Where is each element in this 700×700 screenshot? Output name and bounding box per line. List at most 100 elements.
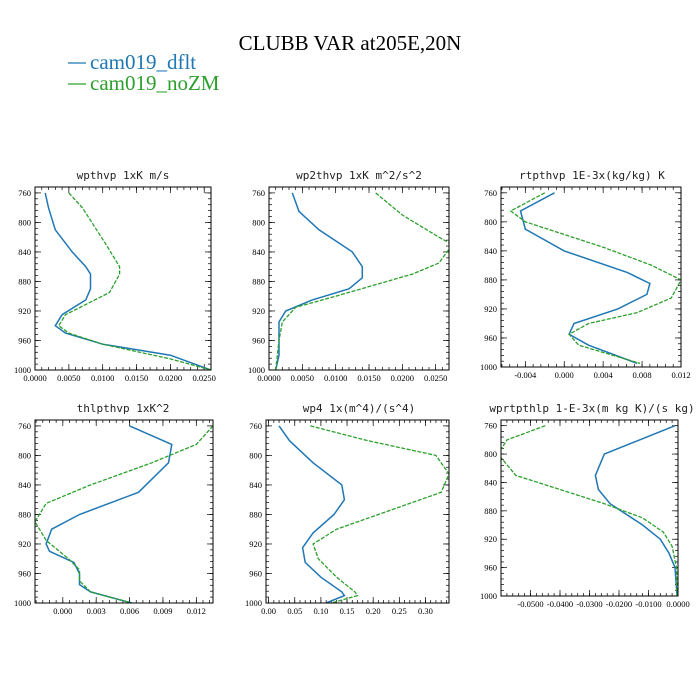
wpthvp-x-tick-label-5: 0.0250 <box>193 373 216 383</box>
panel-thlpthvp: thlpthvp 1xK^2 0.000 0.003 0.006 0.009 0.012… <box>14 402 214 616</box>
wprtpthlp-series-dflt-line <box>594 425 678 596</box>
wp2thvp-y-tick-label-2: 840 <box>252 247 265 257</box>
wp4-x-tick-label-1: 0.05 <box>287 606 302 616</box>
wpthvp-y-tick-label-0: 760 <box>18 188 31 198</box>
wp4-x-tick-label-4: 0.20 <box>366 606 381 616</box>
wpthvp-y-tick-label-1: 800 <box>18 217 31 227</box>
panel-title-wp4: wp4 1x(m^4)/(s^4) <box>303 402 416 415</box>
wpthvp-y-tick-label-3: 880 <box>18 276 31 286</box>
wprtpthlp-y-tick-label-5: 960 <box>484 563 497 573</box>
wp2thvp-x-tick-label-5: 0.0250 <box>424 373 447 383</box>
wp4-y-tick-label-5: 960 <box>249 568 262 578</box>
panel-title-wprtpthlp: wprtpthlp 1-E-3x(m kg K)/(s kg) <box>489 402 694 415</box>
thlpthvp-x-tick-label-3: 0.009 <box>153 606 172 616</box>
wprtpthlp-y-tick-label-0: 760 <box>484 421 497 431</box>
thlpthvp-y-tick-label-6: 1000 <box>14 598 31 608</box>
thlpthvp-y-tick-label-5: 960 <box>18 568 31 578</box>
wpthvp-series-dflt-line <box>44 192 211 370</box>
thlpthvp-series-dflt-line <box>45 425 173 603</box>
wp4-y-tick-label-6: 1000 <box>245 598 262 608</box>
rtpthvp-x-tick-label-1: 0.000 <box>555 370 574 380</box>
wpthvp-y-tick-label-4: 920 <box>18 306 31 316</box>
wp4-y-tick-label-1: 800 <box>249 450 262 460</box>
thlpthvp-y-tick-label-4: 920 <box>18 539 31 549</box>
wprtpthlp-series-nozm-line <box>501 425 678 596</box>
rtpthvp-y-tick-label-2: 840 <box>484 246 497 256</box>
figure-title: CLUBB VAR at205E,20N <box>239 31 462 55</box>
rtpthvp-x-tick-label-2: 0.004 <box>594 370 614 380</box>
rtpthvp-plot-frame <box>500 186 682 368</box>
wpthvp-y-tick-label-2: 840 <box>18 247 31 257</box>
wp2thvp-y-tick-label-4: 920 <box>252 306 265 316</box>
panel-title-rtpthvp: rtpthvp 1E-3x(kg/kg) K <box>519 169 665 182</box>
panel-wprtpthlp: wprtpthlp 1-E-3x(m kg K)/(s kg) -0.0500-… <box>480 402 695 609</box>
wpthvp-x-tick-label-2: 0.0100 <box>91 373 114 383</box>
wprtpthlp-y-tick-label-4: 920 <box>484 534 497 544</box>
wp4-y-tick-label-3: 880 <box>249 509 262 519</box>
wp4-y-tick-label-0: 760 <box>249 421 262 431</box>
wp2thvp-y-tick-label-5: 960 <box>252 335 265 345</box>
wpthvp-x-tick-label-4: 0.0200 <box>159 373 182 383</box>
rtpthvp-y-tick-label-5: 960 <box>484 333 497 343</box>
wp4-series-nozm-line <box>310 425 449 603</box>
rtpthvp-series-nozm-line <box>509 192 681 365</box>
wpthvp-x-tick-label-0: 0.0000 <box>23 373 46 383</box>
wprtpthlp-x-tick-label-3: -0.0200 <box>606 599 632 609</box>
legend: cam019_dflt cam019_noZM <box>68 50 220 95</box>
wpthvp-series-nozm-line <box>57 192 211 370</box>
wpthvp-x-tick-label-3: 0.0150 <box>125 373 148 383</box>
thlpthvp-plot-frame <box>34 419 214 604</box>
wp2thvp-series-dflt-line <box>274 192 364 370</box>
thlpthvp-y-tick-label-1: 800 <box>18 450 31 460</box>
rtpthvp-y-tick-label-6: 1000 <box>480 362 497 372</box>
rtpthvp-y-tick-label-4: 920 <box>484 304 497 314</box>
thlpthvp-y-tick-label-2: 840 <box>18 480 31 490</box>
wp2thvp-x-tick-label-3: 0.0150 <box>357 373 380 383</box>
wp4-x-tick-label-5: 0.25 <box>392 606 407 616</box>
wprtpthlp-plot-frame <box>500 419 679 597</box>
wp4-series-dflt-line <box>278 425 346 603</box>
panel-wp2thvp: wp2thvp 1xK m^2/s^2 0.0000 0.0050 0.0100 0.… <box>248 169 450 383</box>
wp2thvp-y-tick-label-1: 800 <box>252 217 265 227</box>
wp4-x-tick-label-0: 0.00 <box>261 606 276 616</box>
wprtpthlp-x-tick-label-1: -0.0400 <box>547 599 573 609</box>
panel-wpthvp: wpthvp 1xK m/s 0.0000 0.0050 0.0100 0.0150 0… <box>14 169 216 383</box>
rtpthvp-x-tick-label-4: 0.012 <box>671 370 690 380</box>
wp2thvp-y-tick-label-3: 880 <box>252 276 265 286</box>
panel-title-wp2thvp: wp2thvp 1xK m^2/s^2 <box>296 169 422 182</box>
wp2thvp-plot-frame <box>268 186 450 371</box>
thlpthvp-x-tick-label-0: 0.000 <box>53 606 72 616</box>
wprtpthlp-y-tick-label-2: 840 <box>484 477 497 487</box>
wprtpthlp-x-tick-label-4: -0.0100 <box>635 599 661 609</box>
thlpthvp-y-tick-label-3: 880 <box>18 509 31 519</box>
wpthvp-plot-frame <box>34 186 212 371</box>
wp2thvp-y-tick-label-0: 760 <box>252 188 265 198</box>
wp2thvp-y-tick-label-6: 1000 <box>248 365 265 375</box>
panel-title-wpthvp: wpthvp 1xK m/s <box>77 169 170 182</box>
wp4-plot-frame <box>265 419 450 604</box>
wp2thvp-series-nozm-line <box>275 192 449 370</box>
panel-wp4: wp4 1x(m^4)/(s^4) 0.00 0.05 0.10 0.15 0.20 0.… <box>245 402 450 616</box>
thlpthvp-x-tick-label-1: 0.003 <box>87 606 106 616</box>
thlpthvp-series-nozm-line <box>35 425 213 603</box>
rtpthvp-y-tick-label-3: 880 <box>484 275 497 285</box>
thlpthvp-x-tick-label-2: 0.006 <box>120 606 139 616</box>
legend-label-dflt: cam019_dflt <box>90 50 196 74</box>
wprtpthlp-x-tick-label-2: -0.0300 <box>576 599 602 609</box>
wp2thvp-x-tick-label-0: 0.0000 <box>257 373 280 383</box>
wp2thvp-x-tick-label-4: 0.0200 <box>391 373 414 383</box>
legend-label-nozm: cam019_noZM <box>90 71 220 95</box>
wp4-x-tick-label-3: 0.15 <box>340 606 355 616</box>
wprtpthlp-y-tick-label-6: 1000 <box>480 591 497 601</box>
wpthvp-x-tick-label-1: 0.0050 <box>57 373 80 383</box>
wprtpthlp-y-tick-label-3: 880 <box>484 506 497 516</box>
wp4-y-tick-label-4: 920 <box>249 539 262 549</box>
rtpthvp-x-tick-label-3: 0.008 <box>633 370 652 380</box>
rtpthvp-series-dflt-line <box>519 192 651 365</box>
wprtpthlp-x-tick-label-5: 0.0000 <box>666 599 689 609</box>
wp2thvp-x-tick-label-1: 0.0050 <box>291 373 314 383</box>
wp4-x-tick-label-2: 0.10 <box>313 606 328 616</box>
wp4-y-tick-label-2: 840 <box>249 480 262 490</box>
panel-title-thlpthvp: thlpthvp 1xK^2 <box>77 402 170 415</box>
